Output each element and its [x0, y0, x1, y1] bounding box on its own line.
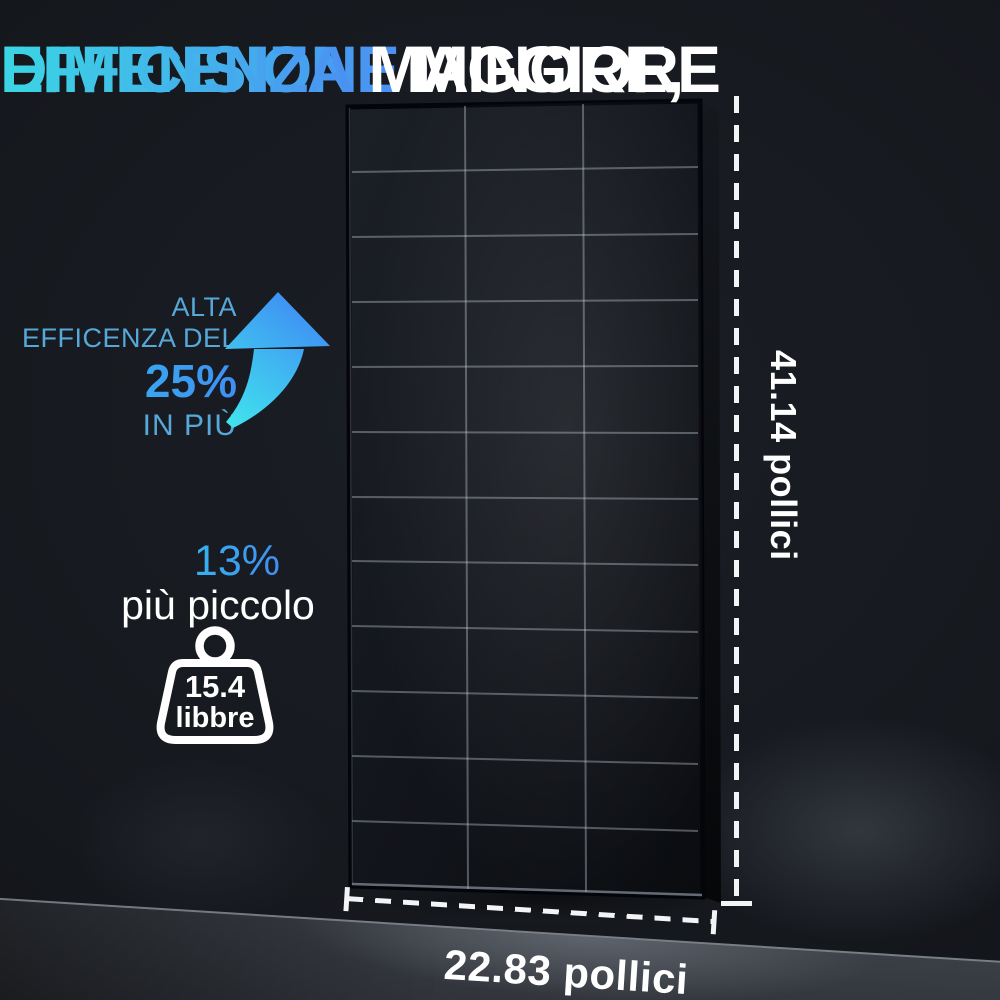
- solar-panel-image: [345, 98, 721, 903]
- growth-arrow-icon: [225, 292, 330, 428]
- height-dimension-line: [734, 96, 739, 906]
- height-dimension-tick: [721, 901, 752, 906]
- headline-line1: DIMENSIONEMINORE,: [0, 32, 684, 106]
- panel-sheen: [348, 101, 703, 897]
- headline-line1-accent: DIMENSIONE: [0, 32, 400, 106]
- panel-side-face: [700, 101, 721, 903]
- headline-line2-rest: MAGGIORE: [368, 32, 721, 106]
- efficiency-callout: ALTA EFFICENZA DEL 25% IN PIÙ: [0, 292, 237, 443]
- height-dimension-label: 41.14 pollici: [763, 350, 804, 561]
- weight-unit: libbre: [175, 702, 255, 734]
- smaller-label: più piccolo: [121, 582, 315, 628]
- weight-icon: [156, 626, 274, 744]
- weight-badge: 15.4 libbre: [150, 625, 280, 750]
- efficiency-intro-line1: ALTA: [171, 292, 237, 322]
- efficiency-value: 25%: [0, 354, 237, 408]
- headline-line1-rest: MINORE,: [414, 32, 684, 106]
- weight-value: 15.4: [184, 669, 246, 704]
- smaller-percentage: 13%: [140, 538, 280, 584]
- efficiency-suffix: IN PIÙ: [142, 409, 237, 442]
- headline-line2: EFFICENZA MAGGIORE: [0, 32, 721, 106]
- efficiency-intro-line2: EFFICENZA DEL: [21, 323, 237, 353]
- headline-line2-accent: EFFICENZA: [0, 32, 354, 106]
